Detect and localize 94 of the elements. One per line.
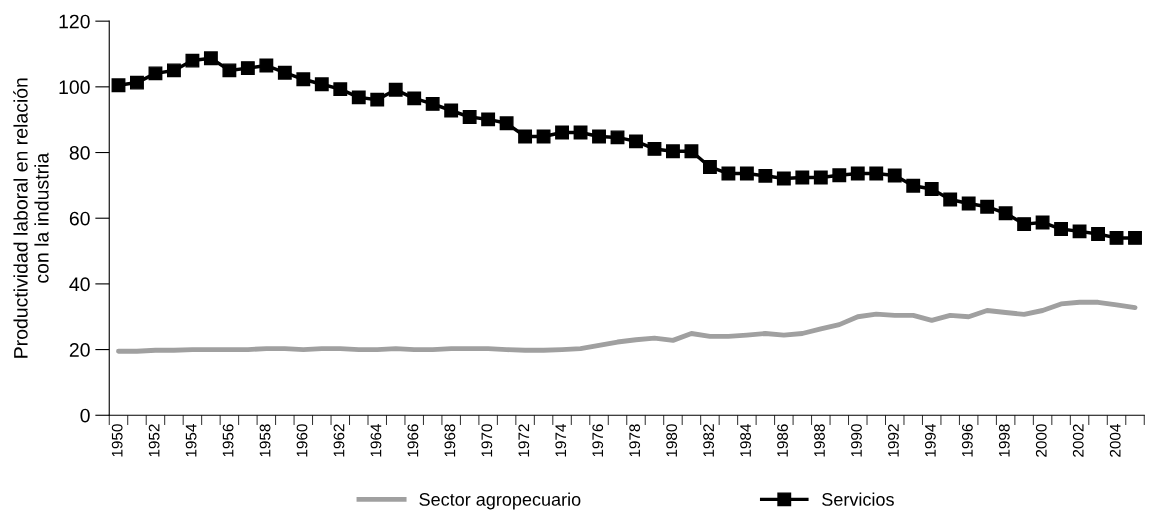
point — [1109, 230, 1124, 245]
point — [259, 58, 274, 73]
x-tick-label: 1962 — [333, 424, 345, 457]
x-tick-label: 1950 — [111, 424, 123, 457]
point — [185, 53, 200, 68]
y-tick-label: 60 — [69, 211, 90, 226]
point — [499, 116, 514, 131]
point — [1054, 222, 1069, 236]
x-tick-label: 1968 — [444, 424, 456, 457]
x-tick-label: 2004 — [1109, 424, 1121, 457]
legend-label: Sector agropecuario — [419, 492, 581, 510]
x-tick-label: 1958 — [259, 424, 271, 457]
point — [166, 63, 181, 78]
x-tick-label: 2002 — [1072, 424, 1084, 457]
point — [832, 168, 847, 183]
y-tick-label: 100 — [59, 80, 90, 95]
point — [813, 170, 828, 185]
point — [887, 168, 902, 183]
point — [610, 130, 625, 145]
x-tick-label: 1982 — [703, 424, 715, 457]
point — [758, 168, 773, 183]
y-tick-label: 40 — [69, 277, 90, 292]
point — [1091, 227, 1105, 241]
point — [351, 90, 366, 105]
x-tick-label: 1980 — [666, 424, 678, 457]
x-tick-label: 1954 — [185, 424, 197, 457]
x-tick-label: 1988 — [814, 424, 825, 457]
point — [1128, 230, 1142, 245]
point — [407, 91, 422, 106]
point — [980, 199, 995, 214]
point — [333, 82, 348, 97]
x-tick-label: 1970 — [481, 424, 493, 457]
line-series — [116, 299, 1138, 354]
point — [1035, 215, 1050, 230]
x-tick-label: 1992 — [888, 424, 899, 457]
point — [906, 178, 921, 193]
y-tick-label: 20 — [69, 343, 90, 357]
point — [721, 166, 736, 181]
point — [518, 129, 533, 144]
x-tick-label: 1996 — [961, 424, 973, 457]
point — [222, 63, 237, 78]
x-tick-label: 1960 — [296, 424, 308, 457]
y-tick-label: 120 — [59, 14, 90, 29]
point — [998, 206, 1013, 221]
point — [388, 82, 403, 97]
point — [684, 144, 699, 159]
y-tick-label: 80 — [69, 146, 90, 160]
point — [425, 96, 440, 111]
x-tick-label: 1994 — [924, 424, 936, 457]
x-tick-label: 1956 — [222, 424, 234, 457]
x-tick-label: 1990 — [851, 424, 862, 457]
point — [536, 129, 551, 144]
point — [869, 166, 884, 181]
x-tick-label: 1998 — [998, 424, 1010, 457]
x-tick-label: 1966 — [407, 424, 419, 457]
point — [702, 160, 717, 174]
point — [444, 103, 459, 118]
x-tick-label: 1952 — [148, 424, 160, 457]
point — [943, 192, 958, 207]
point — [148, 66, 163, 81]
point — [111, 78, 126, 93]
point — [240, 61, 255, 76]
x-tick-label: 1978 — [629, 424, 641, 457]
x-tick-label: 2000 — [1035, 424, 1047, 457]
point — [739, 166, 754, 181]
legend-label: Servicios — [822, 492, 894, 506]
x-tick-label: 1974 — [555, 424, 567, 457]
point — [1017, 217, 1032, 232]
y-tick-label: 0 — [80, 408, 90, 423]
y-axis-title: Productividad laboral en relación con la industria — [13, 78, 49, 358]
point — [481, 112, 496, 127]
point — [296, 72, 311, 87]
point — [795, 170, 810, 185]
x-tick-label: 1964 — [370, 424, 382, 457]
x-tick-label: 1972 — [518, 424, 530, 457]
point — [462, 110, 477, 125]
point — [1072, 224, 1087, 239]
point — [647, 141, 662, 156]
point — [961, 196, 976, 211]
x-tick-label: 1976 — [592, 424, 604, 457]
point — [592, 129, 606, 144]
point — [314, 77, 329, 92]
point — [370, 92, 385, 107]
point — [203, 51, 218, 66]
point — [666, 144, 680, 159]
point — [555, 125, 570, 140]
point — [130, 75, 144, 90]
point — [776, 171, 791, 186]
x-tick-label: 1986 — [777, 424, 788, 457]
point — [850, 166, 865, 181]
point — [924, 182, 939, 196]
point — [629, 134, 643, 149]
point — [277, 65, 292, 80]
x-tick-label: 1984 — [740, 424, 751, 457]
